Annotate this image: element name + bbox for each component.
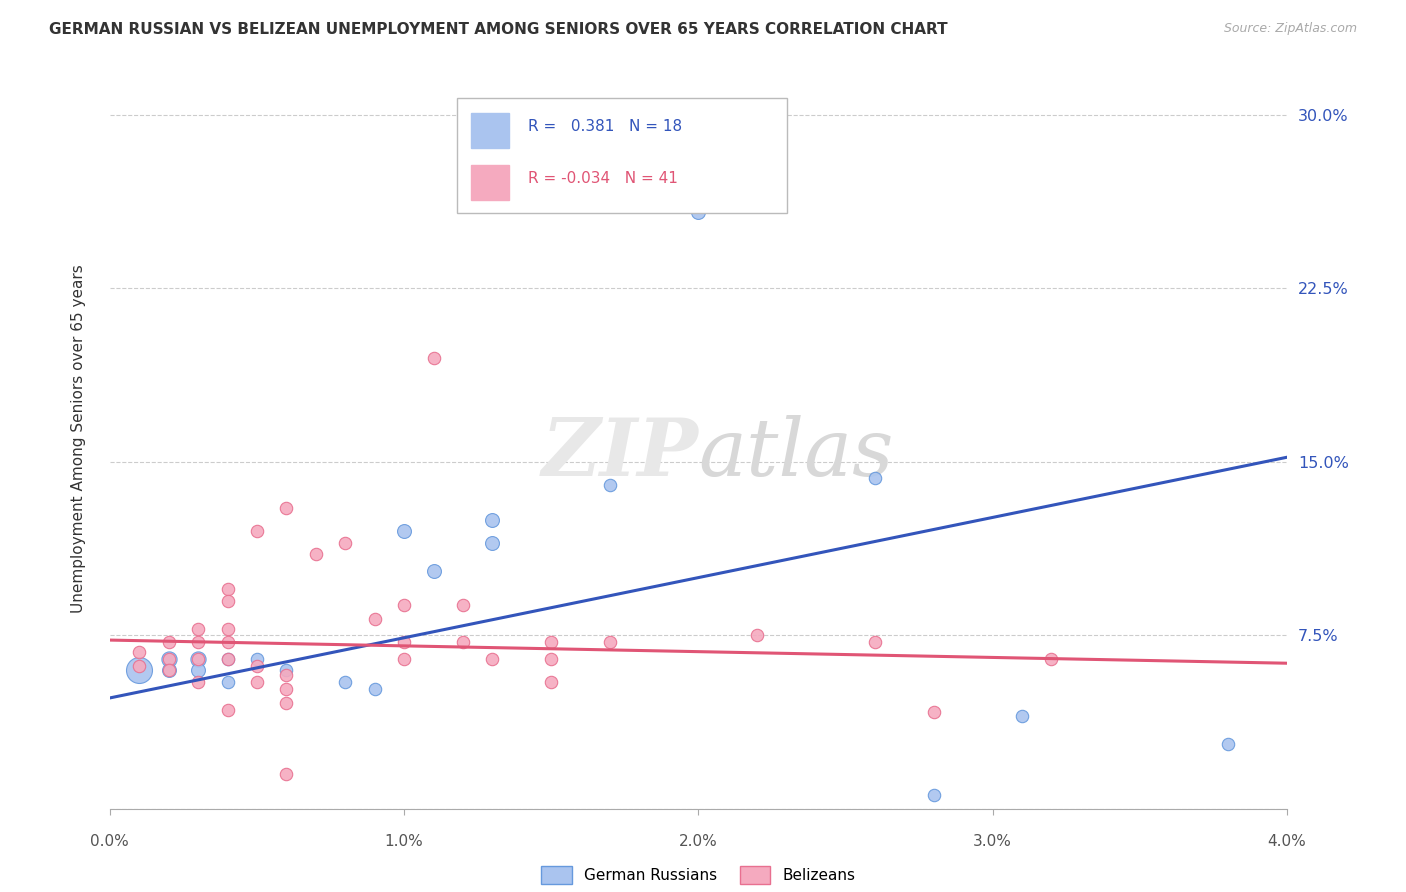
Legend: German Russians, Belizeans: German Russians, Belizeans xyxy=(534,861,862,890)
Point xyxy=(187,674,209,689)
Point xyxy=(187,635,209,649)
Point xyxy=(392,635,415,649)
Point xyxy=(863,635,886,649)
Point xyxy=(540,674,562,689)
Point xyxy=(747,628,769,642)
Point xyxy=(305,548,328,562)
Point xyxy=(451,599,474,613)
Bar xyxy=(471,113,509,148)
Point xyxy=(392,599,415,613)
Point xyxy=(276,501,298,516)
Text: 3.0%: 3.0% xyxy=(973,834,1012,849)
Point xyxy=(481,651,503,665)
Point xyxy=(276,767,298,781)
Point xyxy=(922,788,945,802)
Text: 2.0%: 2.0% xyxy=(679,834,717,849)
Point xyxy=(363,612,385,626)
Point xyxy=(422,564,444,578)
Point xyxy=(157,651,180,665)
Point xyxy=(128,658,150,673)
Point xyxy=(922,705,945,719)
FancyBboxPatch shape xyxy=(457,98,786,213)
Point xyxy=(276,681,298,696)
Point xyxy=(157,663,180,677)
Point xyxy=(276,696,298,710)
Point xyxy=(187,663,209,677)
Text: R =   0.381   N = 18: R = 0.381 N = 18 xyxy=(527,119,682,134)
Text: 0.0%: 0.0% xyxy=(90,834,129,849)
Y-axis label: Unemployment Among Seniors over 65 years: Unemployment Among Seniors over 65 years xyxy=(72,264,86,613)
Point xyxy=(128,663,150,677)
Point xyxy=(246,658,269,673)
Point xyxy=(540,635,562,649)
Point xyxy=(540,651,562,665)
Point xyxy=(599,478,621,492)
Point xyxy=(1011,709,1033,723)
Point xyxy=(481,536,503,550)
Point xyxy=(128,645,150,659)
Point xyxy=(217,651,239,665)
Bar xyxy=(471,165,509,201)
Point xyxy=(363,681,385,696)
Point xyxy=(276,667,298,681)
Point xyxy=(246,674,269,689)
Point xyxy=(335,536,357,550)
Text: 1.0%: 1.0% xyxy=(385,834,423,849)
Point xyxy=(481,513,503,527)
Point xyxy=(451,635,474,649)
Point xyxy=(187,651,209,665)
Text: atlas: atlas xyxy=(699,415,894,492)
Point xyxy=(1040,651,1063,665)
Point xyxy=(187,622,209,636)
Text: R = -0.034   N = 41: R = -0.034 N = 41 xyxy=(527,170,678,186)
Point xyxy=(217,622,239,636)
Point xyxy=(217,593,239,607)
Point xyxy=(157,663,180,677)
Point xyxy=(157,651,180,665)
Point xyxy=(246,524,269,539)
Text: Source: ZipAtlas.com: Source: ZipAtlas.com xyxy=(1223,22,1357,36)
Point xyxy=(688,205,710,219)
Point xyxy=(246,651,269,665)
Point xyxy=(217,635,239,649)
Text: 4.0%: 4.0% xyxy=(1267,834,1306,849)
Point xyxy=(422,351,444,365)
Point xyxy=(1216,737,1239,751)
Point xyxy=(335,674,357,689)
Point xyxy=(392,651,415,665)
Point xyxy=(217,702,239,716)
Point xyxy=(599,635,621,649)
Point xyxy=(187,651,209,665)
Point xyxy=(392,524,415,539)
Text: ZIP: ZIP xyxy=(541,415,699,492)
Point xyxy=(157,635,180,649)
Point xyxy=(863,471,886,485)
Point xyxy=(217,674,239,689)
Point xyxy=(217,651,239,665)
Text: GERMAN RUSSIAN VS BELIZEAN UNEMPLOYMENT AMONG SENIORS OVER 65 YEARS CORRELATION : GERMAN RUSSIAN VS BELIZEAN UNEMPLOYMENT … xyxy=(49,22,948,37)
Point xyxy=(276,663,298,677)
Point xyxy=(217,582,239,597)
